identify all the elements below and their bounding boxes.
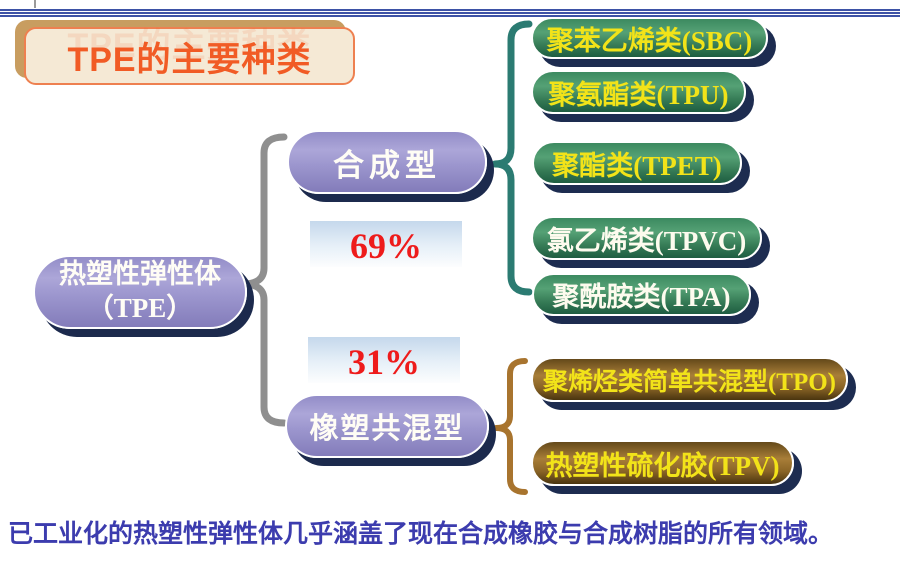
footer-note: 已工业化的热塑性弹性体几乎涵盖了现在合成橡胶与合成树脂的所有领域。 — [8, 520, 834, 548]
top-tick-mark — [34, 0, 36, 8]
leaf-tpvc: 氯乙烯类(TPVC) — [531, 216, 762, 260]
brace-root-to-branches — [239, 133, 288, 427]
brace-blend-to-leaves — [493, 358, 528, 495]
share-synthetic: 69% — [310, 221, 462, 267]
leaf-tpu: 聚氨酯类(TPU) — [531, 70, 746, 114]
share-blend: 31% — [308, 337, 460, 383]
leaf-sbc: 聚苯乙烯类(SBC) — [531, 17, 768, 59]
brace-synthetic-to-leaves — [491, 20, 533, 296]
node-blend-type: 橡塑共混型 — [285, 394, 489, 458]
node-synthetic-type: 合成型 — [287, 130, 487, 194]
leaf-tpo: 聚烯烃类简单共混型(TPO) — [531, 357, 848, 402]
leaf-tpet: 聚酯类(TPET) — [532, 141, 742, 185]
slide-title-box: TPE的主要种类 — [24, 27, 355, 85]
root-label-line1: 热塑性弹性体 — [59, 259, 221, 290]
node-tpe-root: 热塑性弹性体 （TPE） — [33, 255, 247, 329]
leaf-tpv: 热塑性硫化胶(TPV) — [531, 440, 794, 486]
slide-title: TPE的主要种类 — [67, 40, 312, 79]
leaf-tpa: 聚酰胺类(TPA) — [532, 273, 751, 316]
root-label-line2: （TPE） — [86, 293, 194, 323]
top-divider-lines — [0, 9, 900, 17]
